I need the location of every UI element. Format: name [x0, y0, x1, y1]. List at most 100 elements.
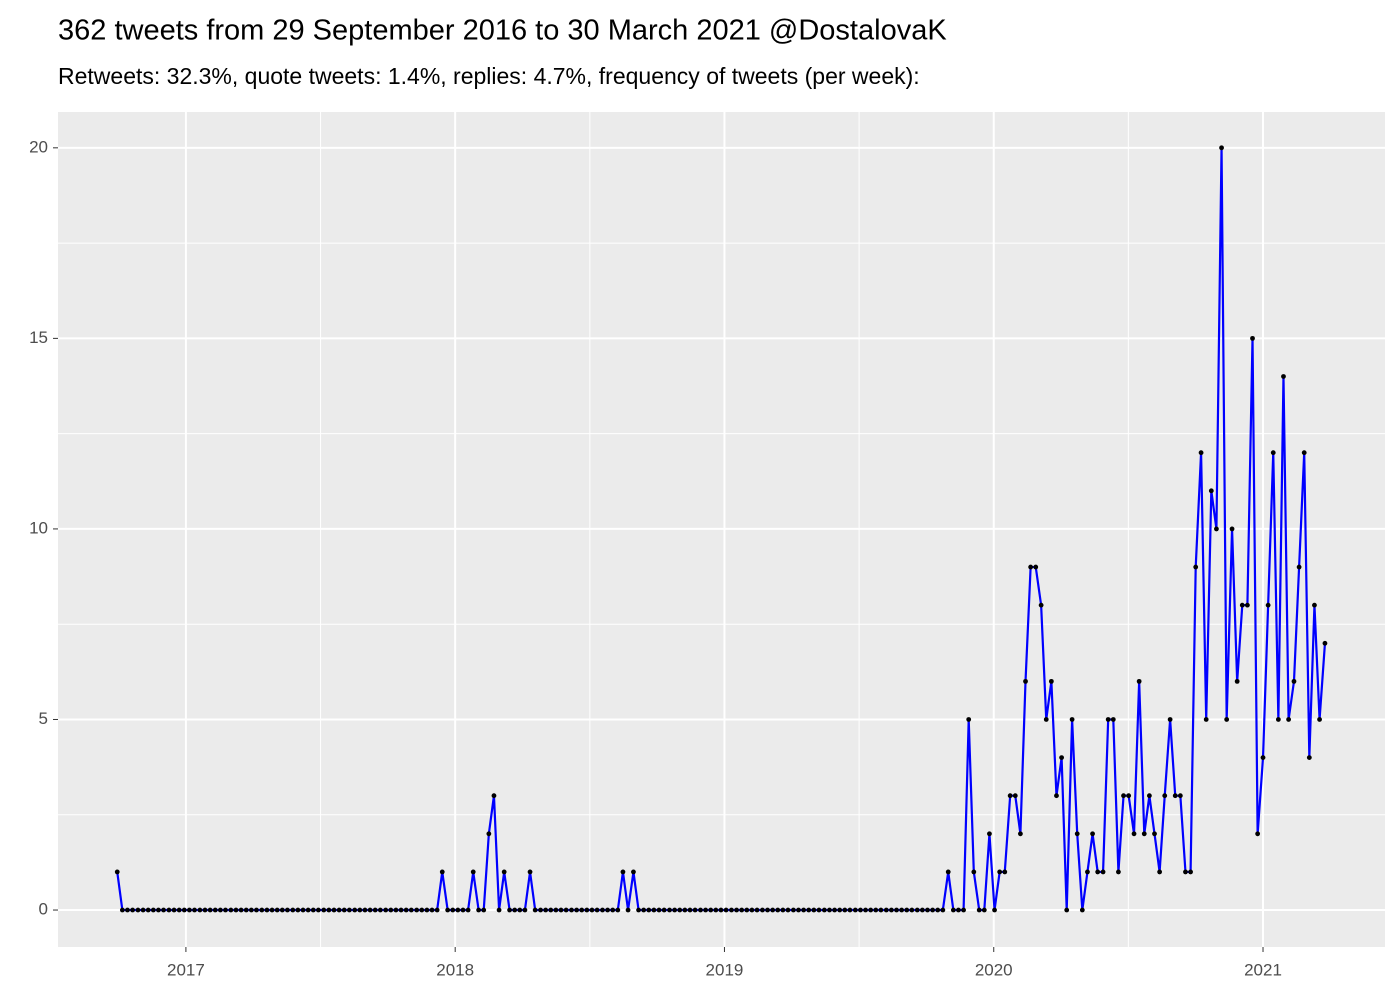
data-point	[868, 907, 874, 913]
data-point	[775, 907, 781, 913]
data-point	[1214, 526, 1219, 532]
data-point	[909, 907, 915, 913]
data-point	[543, 907, 549, 913]
data-point	[852, 907, 858, 913]
data-point	[569, 907, 574, 913]
data-point	[1162, 793, 1168, 799]
data-point	[971, 869, 977, 875]
chart-subtitle: Retweets: 32.3%, quote tweets: 1.4%, rep…	[58, 63, 920, 89]
data-point	[538, 907, 543, 913]
data-point	[1157, 869, 1163, 875]
data-point	[667, 907, 672, 913]
data-point	[1059, 755, 1064, 760]
data-point	[656, 907, 662, 913]
data-point	[899, 907, 905, 913]
x-tick-label: 2021	[1244, 960, 1282, 979]
data-point	[790, 907, 796, 913]
data-point	[285, 907, 290, 913]
data-point	[1074, 831, 1080, 837]
y-tick-label: 15	[29, 328, 48, 347]
data-point	[264, 907, 270, 913]
data-point	[439, 869, 445, 875]
data-point	[558, 907, 564, 913]
data-point	[1038, 602, 1044, 608]
data-point	[331, 907, 337, 913]
data-point	[223, 907, 228, 913]
data-point	[207, 907, 213, 913]
data-point	[507, 907, 512, 913]
data-point	[1012, 793, 1018, 799]
data-point	[1069, 717, 1075, 722]
data-point	[1121, 793, 1126, 799]
data-point	[744, 907, 750, 913]
y-tick-label: 0	[39, 900, 48, 919]
data-point	[1265, 602, 1271, 608]
y-tick-label: 10	[29, 518, 48, 537]
data-point	[1110, 717, 1116, 722]
data-point	[450, 907, 456, 913]
data-point	[945, 869, 951, 875]
data-point	[470, 869, 476, 875]
data-point	[1317, 717, 1322, 722]
data-point	[765, 907, 770, 913]
x-tick-label: 2019	[706, 960, 744, 979]
data-point	[847, 907, 853, 913]
data-point	[1188, 869, 1193, 875]
data-point	[1291, 678, 1297, 684]
data-point	[610, 907, 616, 913]
data-point	[1224, 717, 1230, 722]
data-point	[1136, 678, 1142, 684]
data-point	[140, 907, 146, 913]
data-point	[729, 907, 734, 913]
data-point	[254, 907, 259, 913]
data-point	[1255, 831, 1261, 837]
data-point	[605, 907, 610, 913]
data-point	[274, 907, 280, 913]
data-point	[290, 907, 296, 913]
data-point	[749, 907, 755, 913]
data-point	[641, 907, 647, 913]
data-point	[445, 907, 451, 913]
data-point	[1281, 374, 1286, 379]
data-point	[305, 907, 311, 913]
data-point	[997, 869, 1003, 875]
data-point	[1219, 145, 1224, 151]
data-point	[1023, 678, 1028, 684]
data-point	[357, 907, 363, 913]
data-point	[156, 907, 161, 913]
data-point	[1177, 793, 1183, 799]
data-point	[460, 907, 466, 913]
data-point	[1116, 869, 1121, 875]
data-point	[362, 907, 368, 913]
data-point	[486, 831, 492, 837]
data-point	[424, 907, 430, 913]
data-point	[594, 907, 600, 913]
data-point	[703, 907, 709, 913]
data-point	[878, 907, 884, 913]
data-point	[212, 907, 218, 913]
data-point	[677, 907, 683, 913]
data-point	[295, 907, 301, 913]
data-point	[1152, 831, 1157, 837]
data-point	[522, 907, 528, 913]
data-point	[145, 907, 151, 913]
data-point	[904, 907, 910, 913]
data-point	[192, 907, 197, 913]
data-point	[579, 907, 585, 913]
data-point	[739, 907, 745, 913]
data-point	[455, 907, 461, 913]
data-point	[248, 907, 254, 913]
data-point	[1306, 755, 1312, 760]
data-point	[1312, 602, 1317, 608]
data-point	[837, 907, 843, 913]
data-point	[125, 907, 130, 913]
y-tick-label: 5	[39, 709, 48, 728]
data-point	[600, 907, 605, 913]
data-point	[419, 907, 425, 913]
data-point	[723, 907, 729, 913]
data-point	[501, 869, 507, 875]
data-point	[780, 907, 786, 913]
data-point	[976, 907, 982, 913]
data-point	[481, 907, 487, 913]
data-point	[1090, 831, 1095, 837]
